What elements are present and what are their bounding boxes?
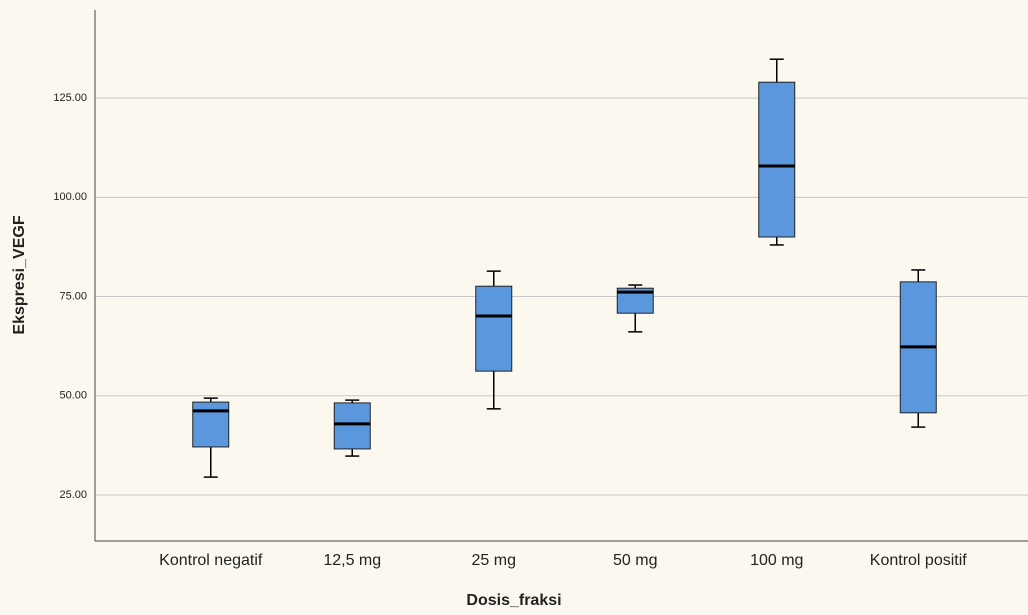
- x-tick-label: 25 mg: [472, 552, 516, 569]
- x-tick-label: Kontrol negatif: [159, 552, 263, 569]
- x-tick-label: 12,5 mg: [323, 552, 381, 569]
- y-tick-label: 75.00: [59, 290, 87, 302]
- x-tick-label: 50 mg: [613, 552, 657, 569]
- box: [758, 81, 796, 238]
- box: [192, 401, 230, 448]
- x-tick-label: 100 mg: [750, 552, 803, 569]
- y-tick-label: 125.00: [53, 92, 87, 104]
- box: [333, 402, 371, 450]
- y-tick-label: 50.00: [59, 390, 87, 402]
- y-tick-label: 100.00: [53, 191, 87, 203]
- y-axis-label: Ekspresi_VEGF: [11, 215, 28, 334]
- box: [475, 285, 513, 372]
- y-tick-label: 25.00: [59, 489, 87, 501]
- x-tick-label: Kontrol positif: [870, 552, 967, 569]
- x-axis-label: Dosis_fraksi: [466, 592, 561, 609]
